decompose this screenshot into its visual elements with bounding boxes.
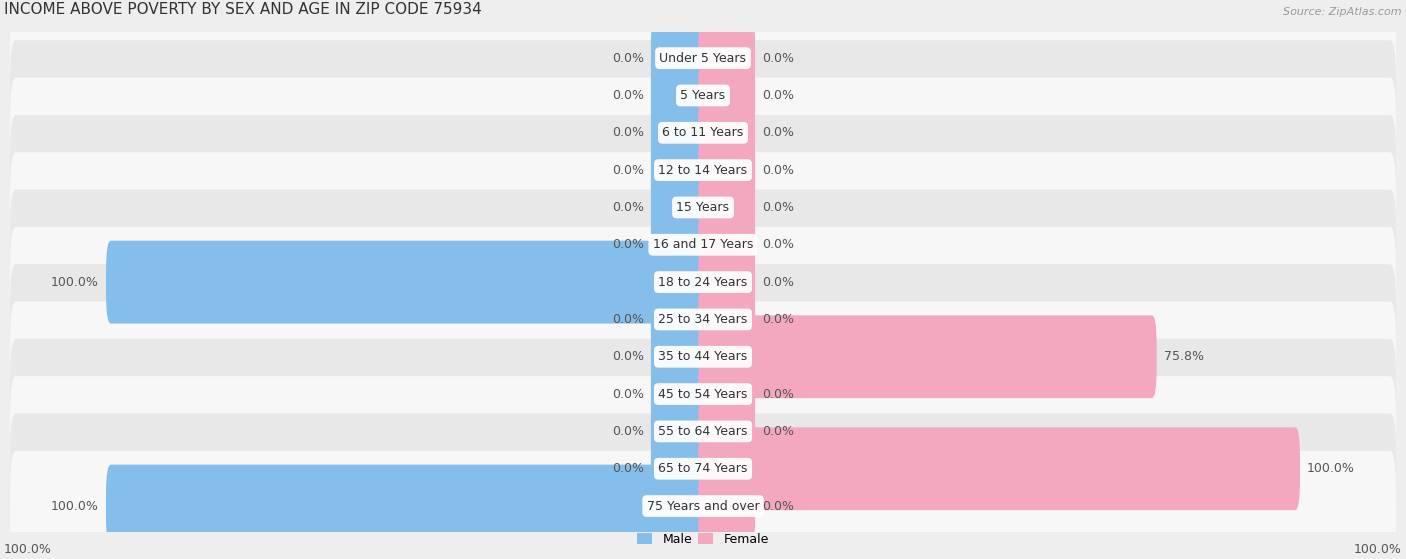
Text: 0.0%: 0.0% [612,126,644,139]
Text: 25 to 34 Years: 25 to 34 Years [658,313,748,326]
Text: 0.0%: 0.0% [762,276,794,288]
Text: 0.0%: 0.0% [612,238,644,252]
Text: Under 5 Years: Under 5 Years [659,51,747,65]
FancyBboxPatch shape [10,190,1396,300]
FancyBboxPatch shape [699,278,755,361]
FancyBboxPatch shape [10,152,1396,263]
FancyBboxPatch shape [10,227,1396,337]
Text: 0.0%: 0.0% [762,164,794,177]
FancyBboxPatch shape [10,78,1396,188]
FancyBboxPatch shape [105,241,707,324]
FancyBboxPatch shape [651,353,707,435]
Text: 0.0%: 0.0% [762,387,794,401]
FancyBboxPatch shape [10,376,1396,487]
FancyBboxPatch shape [699,353,755,435]
Text: 0.0%: 0.0% [762,238,794,252]
FancyBboxPatch shape [10,264,1396,375]
Text: 100.0%: 100.0% [51,500,98,513]
Text: 55 to 64 Years: 55 to 64 Years [658,425,748,438]
Text: 0.0%: 0.0% [612,425,644,438]
FancyBboxPatch shape [651,129,707,211]
FancyBboxPatch shape [699,166,755,249]
Text: 0.0%: 0.0% [612,164,644,177]
Text: 100.0%: 100.0% [51,276,98,288]
FancyBboxPatch shape [699,129,755,211]
FancyBboxPatch shape [699,427,1301,510]
FancyBboxPatch shape [10,40,1396,151]
Text: 0.0%: 0.0% [612,51,644,65]
FancyBboxPatch shape [699,465,755,547]
Text: 12 to 14 Years: 12 to 14 Years [658,164,748,177]
FancyBboxPatch shape [651,17,707,100]
Text: INCOME ABOVE POVERTY BY SEX AND AGE IN ZIP CODE 75934: INCOME ABOVE POVERTY BY SEX AND AGE IN Z… [4,2,482,17]
FancyBboxPatch shape [699,54,755,137]
Text: 0.0%: 0.0% [612,350,644,363]
Text: 35 to 44 Years: 35 to 44 Years [658,350,748,363]
FancyBboxPatch shape [699,91,755,174]
Text: 75.8%: 75.8% [1164,350,1204,363]
Text: 6 to 11 Years: 6 to 11 Years [662,126,744,139]
Text: 75 Years and over: 75 Years and over [647,500,759,513]
Text: 0.0%: 0.0% [762,500,794,513]
FancyBboxPatch shape [651,315,707,398]
FancyBboxPatch shape [651,427,707,510]
FancyBboxPatch shape [651,390,707,473]
FancyBboxPatch shape [651,166,707,249]
FancyBboxPatch shape [10,451,1396,559]
FancyBboxPatch shape [699,315,1157,398]
FancyBboxPatch shape [699,241,755,324]
Text: 15 Years: 15 Years [676,201,730,214]
FancyBboxPatch shape [105,465,707,547]
Text: 0.0%: 0.0% [762,313,794,326]
FancyBboxPatch shape [651,203,707,286]
FancyBboxPatch shape [651,54,707,137]
Text: 0.0%: 0.0% [762,51,794,65]
Text: 100.0%: 100.0% [4,543,52,556]
FancyBboxPatch shape [10,3,1396,113]
Legend: Male, Female: Male, Female [633,528,773,551]
FancyBboxPatch shape [10,339,1396,449]
Text: Source: ZipAtlas.com: Source: ZipAtlas.com [1284,7,1402,17]
FancyBboxPatch shape [651,278,707,361]
Text: 5 Years: 5 Years [681,89,725,102]
Text: 0.0%: 0.0% [762,425,794,438]
Text: 0.0%: 0.0% [612,387,644,401]
FancyBboxPatch shape [651,91,707,174]
FancyBboxPatch shape [699,17,755,100]
Text: 0.0%: 0.0% [612,89,644,102]
FancyBboxPatch shape [699,203,755,286]
Text: 16 and 17 Years: 16 and 17 Years [652,238,754,252]
Text: 0.0%: 0.0% [612,201,644,214]
Text: 65 to 74 Years: 65 to 74 Years [658,462,748,475]
FancyBboxPatch shape [10,115,1396,225]
Text: 18 to 24 Years: 18 to 24 Years [658,276,748,288]
Text: 0.0%: 0.0% [762,89,794,102]
Text: 100.0%: 100.0% [1354,543,1402,556]
FancyBboxPatch shape [10,414,1396,524]
Text: 0.0%: 0.0% [612,313,644,326]
Text: 0.0%: 0.0% [762,201,794,214]
Text: 0.0%: 0.0% [762,126,794,139]
Text: 45 to 54 Years: 45 to 54 Years [658,387,748,401]
Text: 0.0%: 0.0% [612,462,644,475]
FancyBboxPatch shape [10,301,1396,412]
FancyBboxPatch shape [699,390,755,473]
Text: 100.0%: 100.0% [1308,462,1355,475]
